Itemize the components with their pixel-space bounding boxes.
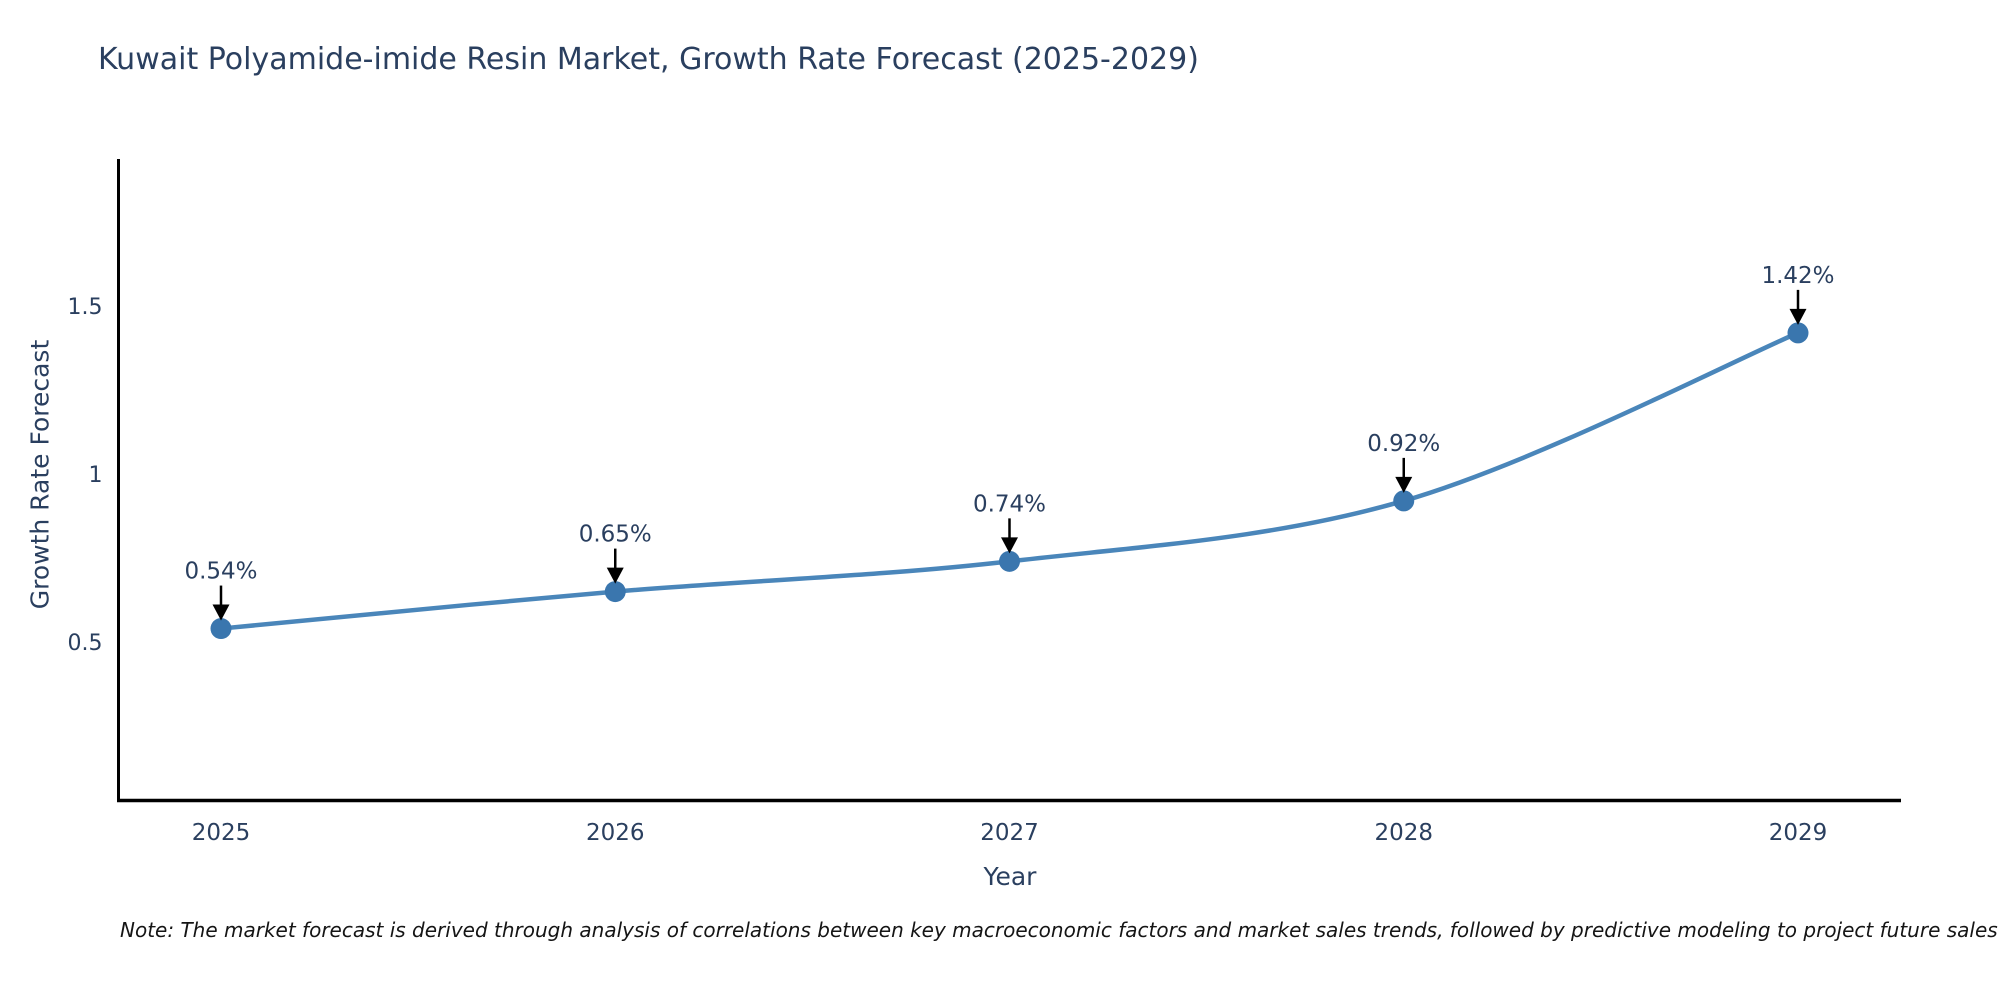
data-point-marker: [1787, 322, 1809, 344]
annotation-arrow-head: [212, 604, 230, 621]
point-annotation-label: 0.54%: [184, 559, 257, 585]
x-tick-label: 2029: [1769, 820, 1828, 846]
data-point-marker: [210, 618, 232, 640]
y-tick-label: 1.5: [68, 295, 103, 320]
y-tick-label: 1: [89, 463, 103, 488]
x-tick-label: 2027: [980, 820, 1039, 846]
footnote: Note: The market forecast is derived thr…: [120, 918, 1998, 942]
trend-line: [218, 330, 1801, 631]
data-point-marker: [1393, 490, 1415, 512]
chart-title: Kuwait Polyamide-imide Resin Market, Gro…: [98, 42, 1199, 77]
data-point-marker: [999, 550, 1020, 572]
annotation-arrow-head: [1789, 308, 1807, 325]
point-annotation-label: 0.92%: [1367, 431, 1440, 457]
y-tick-label: 0.5: [68, 631, 103, 656]
x-tick-label: 2026: [586, 820, 645, 846]
point-annotation-label: 1.42%: [1761, 263, 1834, 289]
y-axis-title: Growth Rate Forecast: [25, 339, 55, 610]
point-annotation-label: 0.74%: [973, 491, 1046, 517]
x-axis-title: Year: [983, 862, 1037, 891]
annotation-arrow-head: [1001, 537, 1018, 554]
x-tick-label: 2025: [192, 820, 251, 846]
annotation-arrow-head: [606, 567, 624, 584]
point-annotation-label: 0.65%: [579, 522, 652, 548]
x-tick-label: 2028: [1374, 820, 1433, 846]
annotation-arrow-head: [1395, 476, 1413, 493]
data-point-marker: [604, 581, 626, 603]
